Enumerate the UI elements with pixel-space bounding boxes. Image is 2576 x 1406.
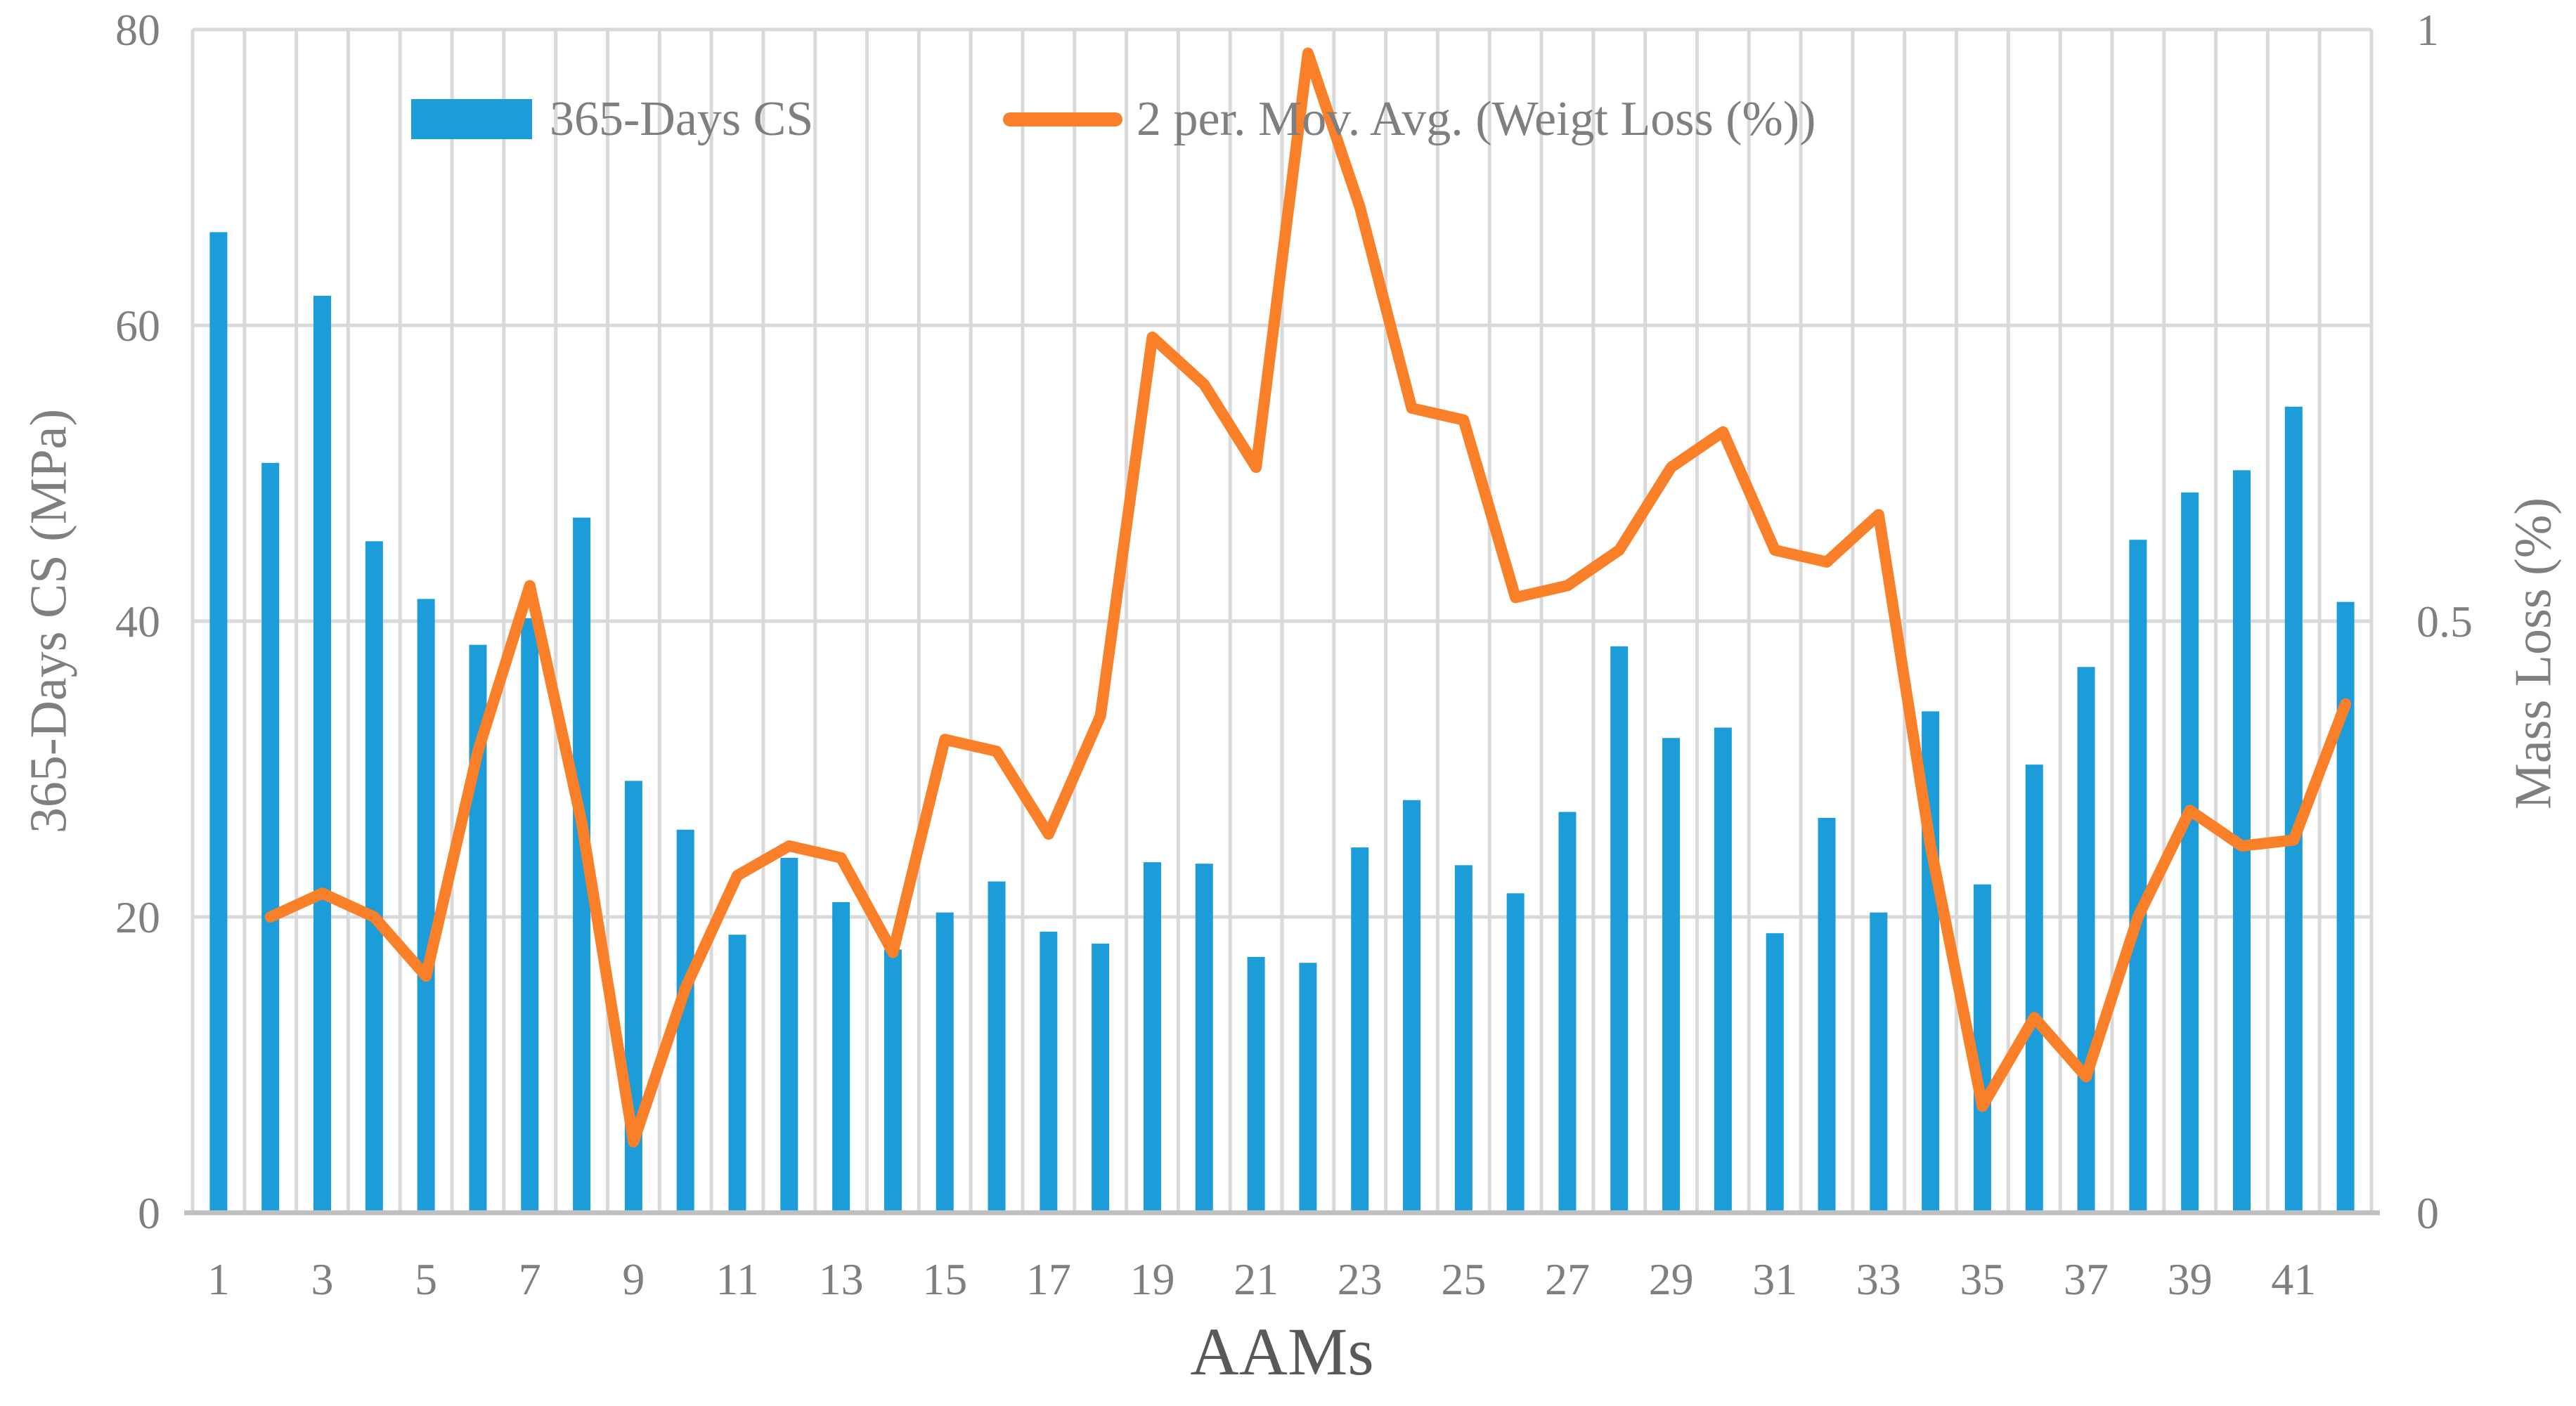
- bar-4[interactable]: [365, 541, 383, 1213]
- bar-37[interactable]: [2077, 667, 2095, 1213]
- left-axis-tick-label: 0: [138, 1188, 160, 1238]
- x-axis-tick-label: 33: [1856, 1254, 1901, 1304]
- bar-26[interactable]: [1506, 893, 1525, 1213]
- bar-22[interactable]: [1299, 963, 1317, 1213]
- bar-23[interactable]: [1351, 847, 1369, 1213]
- x-axis-tick-label: 1: [207, 1254, 230, 1304]
- bar-15[interactable]: [936, 912, 954, 1213]
- x-axis-tick-label: 23: [1338, 1254, 1383, 1304]
- bar-21[interactable]: [1247, 956, 1265, 1213]
- x-axis-tick-label: 19: [1130, 1254, 1174, 1304]
- bar-39[interactable]: [2181, 492, 2199, 1213]
- bar-14[interactable]: [884, 949, 902, 1213]
- right-axis-tick-label: 1: [2416, 5, 2439, 55]
- right-axis-tick-label: 0.5: [2416, 597, 2473, 646]
- x-axis-tick-label: 29: [1649, 1254, 1694, 1304]
- x-axis-tick-label: 25: [1441, 1254, 1486, 1304]
- bar-31[interactable]: [1766, 933, 1784, 1213]
- x-axis-tick-label: 15: [922, 1254, 967, 1304]
- x-axis-tick-label: 35: [1960, 1254, 2005, 1304]
- x-axis-tick-label: 3: [311, 1254, 334, 1304]
- y-axis-title-right: Mass Loss (%): [2504, 497, 2563, 809]
- bar-36[interactable]: [2025, 764, 2043, 1213]
- bar-29[interactable]: [1662, 738, 1681, 1213]
- left-axis-tick-label: 60: [115, 301, 160, 351]
- bar-7[interactable]: [521, 618, 539, 1213]
- bar-20[interactable]: [1195, 864, 1213, 1213]
- bar-38[interactable]: [2129, 540, 2147, 1213]
- legend-swatch-line[interactable]: [1003, 112, 1122, 126]
- bar-32[interactable]: [1818, 817, 1836, 1213]
- legend-label-bar[interactable]: 365-Days CS: [550, 92, 814, 146]
- left-axis-tick-label: 40: [115, 597, 160, 646]
- x-axis-tick-label: 5: [415, 1254, 437, 1304]
- bar-3[interactable]: [313, 295, 332, 1213]
- bar-17[interactable]: [1040, 932, 1058, 1213]
- bar-30[interactable]: [1714, 727, 1732, 1213]
- x-axis-tick-label: 39: [2168, 1254, 2213, 1304]
- left-axis-tick-label: 80: [115, 5, 160, 55]
- x-axis-tick-label: 37: [2064, 1254, 2109, 1304]
- bar-1[interactable]: [209, 232, 228, 1213]
- right-axis-tick-label: 0: [2416, 1188, 2439, 1238]
- bar-27[interactable]: [1558, 812, 1577, 1213]
- x-axis-tick-label: 7: [519, 1254, 541, 1304]
- bar-25[interactable]: [1454, 865, 1473, 1213]
- x-axis-tick-label: 31: [1752, 1254, 1797, 1304]
- x-axis-tick-label: 21: [1234, 1254, 1279, 1304]
- legend-swatch-bar[interactable]: [411, 99, 532, 139]
- moving-average-line[interactable]: [264, 47, 2352, 1147]
- bar-5[interactable]: [417, 599, 435, 1213]
- x-axis-tick-label: 9: [622, 1254, 645, 1304]
- y-axis-title-left: 365-Days CS (MPa): [20, 408, 78, 834]
- bar-16[interactable]: [988, 881, 1006, 1213]
- bar-13[interactable]: [832, 901, 850, 1213]
- bar-11[interactable]: [728, 935, 746, 1213]
- bar-19[interactable]: [1143, 862, 1161, 1213]
- bar-28[interactable]: [1610, 646, 1629, 1213]
- x-axis-tick-label: 41: [2271, 1254, 2316, 1304]
- x-axis-tick-label: 13: [819, 1254, 864, 1304]
- bar-12[interactable]: [780, 857, 798, 1213]
- bar-33[interactable]: [1870, 912, 1888, 1213]
- bar-18[interactable]: [1092, 943, 1110, 1213]
- x-axis-tick-label: 11: [716, 1254, 759, 1304]
- bar-2[interactable]: [261, 462, 280, 1213]
- x-axis-tick-label: 27: [1545, 1254, 1590, 1304]
- bar-24[interactable]: [1403, 800, 1421, 1213]
- legend-label-line[interactable]: 2 per. Mov. Avg. (Weigt Loss (%)): [1137, 92, 1816, 146]
- x-axis-tick-label: 17: [1026, 1254, 1071, 1304]
- bar-9[interactable]: [624, 781, 642, 1213]
- bar-42[interactable]: [2336, 601, 2355, 1213]
- left-axis-tick-label: 20: [115, 892, 160, 942]
- x-axis-title: AAMs: [1190, 1314, 1374, 1389]
